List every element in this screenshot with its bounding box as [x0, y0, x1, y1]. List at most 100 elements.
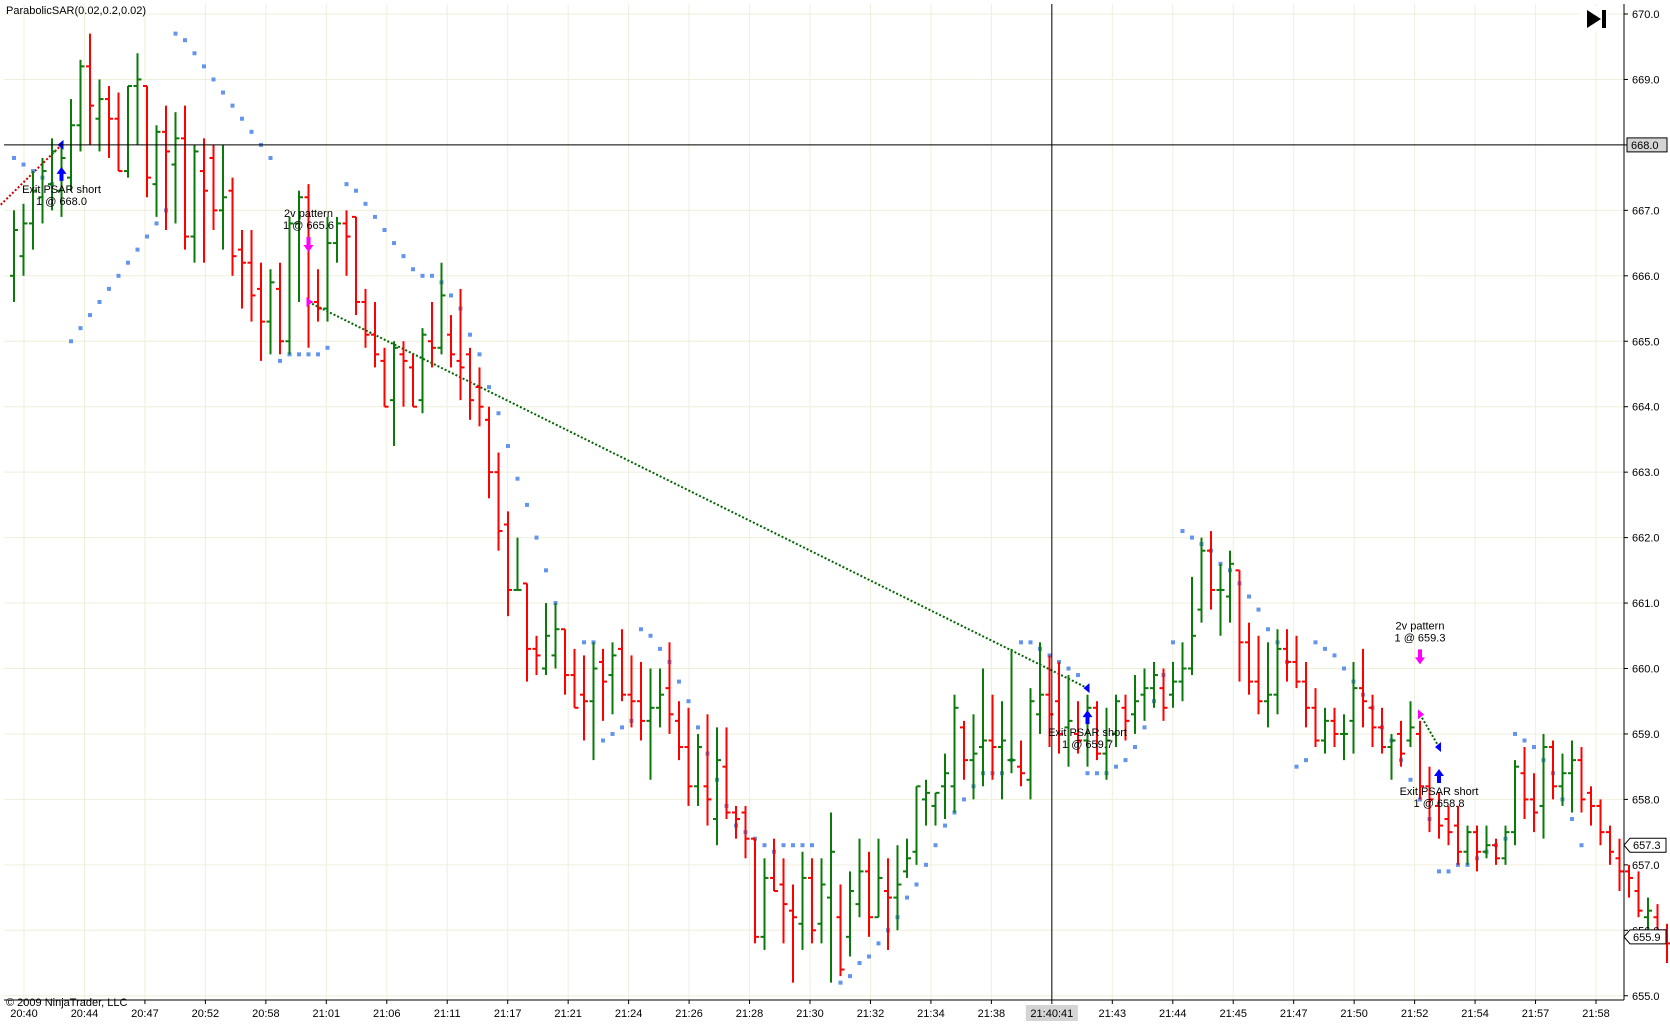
psar-dot: [905, 895, 909, 900]
ohlc-bar: [1530, 773, 1538, 833]
ohlc-bar: [1074, 701, 1082, 754]
up-arrow-icon: [1082, 710, 1093, 725]
ohlc-bar: [323, 216, 332, 322]
ohlc-bar: [390, 341, 398, 446]
psar-dot: [21, 162, 26, 167]
psar-dot: [1133, 745, 1137, 750]
trade-line: [0, 144, 63, 207]
ohlc-bar: [988, 694, 997, 780]
ohlc-bar: [1492, 838, 1500, 865]
psar-dot: [933, 843, 938, 848]
ohlc-bar: [1159, 668, 1168, 721]
ohlc-bar: [1511, 760, 1519, 846]
ohlc-bar: [922, 779, 930, 826]
psar-dot: [126, 260, 130, 265]
ohlc-bar: [1368, 694, 1377, 748]
ohlc-bar: [1454, 805, 1462, 865]
psar-dot: [1513, 731, 1517, 736]
y-tick-label: 666.0: [1632, 271, 1660, 283]
ohlc-bar: [1169, 661, 1177, 708]
psar-dot: [601, 738, 605, 743]
ohlc-bar: [1482, 825, 1491, 859]
ohlc-bar: [1587, 786, 1595, 826]
ohlc-bar: [561, 628, 569, 695]
ohlc-bar: [190, 144, 199, 263]
ohlc-bar: [979, 668, 987, 787]
ohlc-bar: [523, 582, 531, 682]
skip-to-end-icon[interactable]: [1580, 6, 1608, 32]
ohlc-bar: [1634, 871, 1643, 918]
psar-dot: [230, 103, 235, 108]
ohlc-bar: [1150, 661, 1158, 708]
ohlc-bar: [656, 668, 664, 728]
psar-dot: [1522, 738, 1527, 743]
psar-dot: [610, 731, 615, 736]
ohlc-bar: [684, 707, 693, 806]
psar-dot: [477, 352, 482, 357]
y-tick-label: 662.0: [1632, 533, 1660, 545]
ohlc-bar: [428, 301, 436, 368]
x-tick-label: 21:40:41: [1030, 1008, 1073, 1020]
ohlc-bar: [399, 341, 408, 407]
chart-grid: [4, 4, 1624, 1000]
x-tick-label: 20:52: [192, 1008, 220, 1020]
ohlc-bar: [114, 92, 123, 173]
exit-marker-icon: [1083, 683, 1090, 694]
psar-dot: [240, 116, 244, 121]
ohlc-bar: [646, 668, 655, 780]
ohlc-bar: [105, 85, 113, 158]
ohlc-bar: [1302, 661, 1310, 728]
ohlc-bar: [1406, 701, 1415, 748]
psar-dot: [373, 214, 377, 219]
x-tick-label: 21:24: [615, 1008, 643, 1020]
crosshair-price-box: [1626, 137, 1668, 153]
ohlc-bar: [371, 301, 379, 368]
x-tick-label: 21:11: [434, 1008, 461, 1020]
x-tick-label: 21:28: [736, 1008, 764, 1020]
ohlc-bar: [1520, 747, 1529, 820]
ohlc-bar: [665, 642, 674, 734]
ohlc-bar: [789, 884, 797, 983]
ohlc-bar: [618, 629, 626, 702]
psar-dot: [468, 332, 472, 337]
y-tick-label: 658.0: [1632, 794, 1660, 806]
crosshair-price-label: 668.0: [1631, 140, 1659, 152]
psar-dot: [1095, 771, 1099, 776]
x-tick-label: 21:45: [1219, 1008, 1247, 1020]
ohlc-bar: [466, 347, 474, 420]
ohlc-bar: [1131, 675, 1139, 734]
ohlc-bar: [1188, 576, 1196, 676]
psar-dot: [1323, 646, 1327, 651]
x-tick-label: 21:26: [675, 1008, 703, 1020]
ohlc-bar: [551, 603, 560, 669]
ohlc-bar: [380, 347, 389, 408]
ohlc-bar: [504, 511, 512, 617]
ohlc-bar: [960, 720, 968, 780]
ohlc-bar: [152, 125, 161, 217]
exit-marker-icon: [1435, 742, 1441, 753]
ohlc-bar: [580, 655, 588, 741]
ohlc-bar: [285, 216, 294, 355]
ohlc-bar: [1083, 694, 1092, 767]
ohlc-bar: [437, 262, 446, 355]
ohlc-bar: [86, 33, 94, 145]
psar-dot: [1076, 673, 1080, 678]
psar-dot: [1446, 869, 1451, 874]
ohlc-bar: [893, 845, 902, 931]
ohlc-bar: [513, 537, 522, 591]
x-tick-label: 21:54: [1461, 1008, 1489, 1020]
price-marker-box: [1623, 837, 1667, 853]
psar-dot: [1579, 843, 1584, 848]
signal-label: 1 @ 665.6: [283, 220, 334, 232]
psar-dot: [496, 411, 501, 416]
ohlc-bar: [760, 858, 769, 950]
ohlc-bar: [599, 648, 607, 721]
ohlc-bar: [266, 269, 275, 355]
ohlc-bars: [10, 33, 1670, 983]
psar-dot: [1142, 725, 1147, 730]
ohlc-bar: [219, 144, 227, 250]
psar-dot: [78, 326, 83, 331]
ohlc-bar: [1245, 622, 1253, 695]
